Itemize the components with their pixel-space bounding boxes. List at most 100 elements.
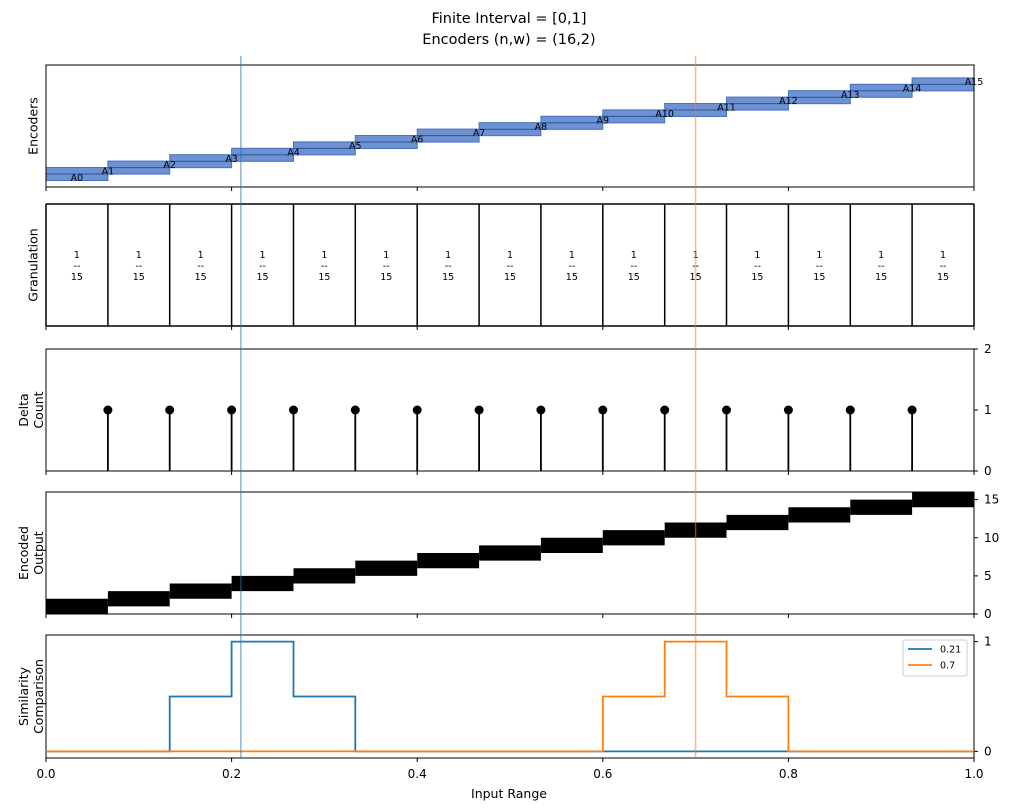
- x-tick-label: 1.0: [964, 767, 983, 781]
- x-tick-label: 0.6: [593, 767, 612, 781]
- delta-marker: [598, 405, 608, 415]
- similarity-legend: 0.21 0.7: [902, 639, 968, 677]
- granulation-denominator: 15: [318, 272, 330, 283]
- similarity-line-0-21: [46, 640, 974, 753]
- similarity-y-tick-label: 1: [984, 635, 992, 649]
- granulation-numerator: 1: [321, 250, 327, 261]
- granulation-fraction-bar: --: [816, 261, 823, 272]
- granulation-fraction-bar: --: [445, 261, 452, 272]
- encoded-output-block: [355, 560, 418, 576]
- granulation-denominator: 15: [875, 272, 887, 283]
- plot-panels: A0A1A2A3A4A5A6A7A8A9A10A11A12A13A14A15En…: [16, 56, 999, 781]
- granulation-denominator: 15: [71, 272, 83, 283]
- encoded-output-block: [912, 492, 974, 508]
- encoder-label: A2: [163, 160, 176, 171]
- granulation-numerator: 1: [74, 250, 80, 261]
- granulation-numerator: 1: [569, 250, 575, 261]
- granulation-y-label: Granulation: [26, 228, 41, 301]
- granulation-numerator: 1: [507, 250, 513, 261]
- encoded-output-y-tick-label: 15: [984, 493, 999, 507]
- granulation-denominator: 15: [751, 272, 763, 283]
- similarity-y-tick-label: 0: [984, 744, 992, 758]
- delta-marker: [783, 405, 793, 415]
- encoder-label: A13: [841, 90, 860, 101]
- encoded-output-block: [46, 598, 108, 614]
- encoded-output-block: [231, 575, 294, 592]
- delta-marker: [350, 405, 360, 415]
- delta-count-y-tick-label: 1: [984, 403, 992, 417]
- granulation-fraction-bar: --: [940, 261, 947, 272]
- x-tick-label: 0.2: [222, 767, 241, 781]
- granulation-numerator: 1: [383, 250, 389, 261]
- granulation-fraction-bar: --: [630, 261, 637, 272]
- granulation-fraction-bar: --: [135, 261, 142, 272]
- delta-marker: [474, 405, 484, 415]
- granulation-numerator: 1: [260, 250, 266, 261]
- similarity-y-label: Similarity: [16, 666, 31, 726]
- granulation-denominator: 15: [133, 272, 145, 283]
- granulation-fraction-bar: --: [507, 261, 514, 272]
- granulation-denominator: 15: [937, 272, 949, 283]
- delta-marker: [288, 405, 298, 415]
- encoded-output-y-label: Encoded: [16, 526, 31, 580]
- delta-count-y-tick-label: 0: [984, 464, 992, 478]
- similarity-panel-frame: [45, 634, 975, 759]
- granulation-fraction-bar: --: [321, 261, 328, 272]
- granulation-denominator: 15: [380, 272, 392, 283]
- encoded-output-block: [107, 591, 170, 607]
- delta-marker: [722, 405, 732, 415]
- granulation-fraction-bar: --: [74, 261, 81, 272]
- delta-marker: [845, 405, 855, 415]
- delta-marker: [412, 405, 422, 415]
- encoders-y-label: Encoders: [26, 97, 41, 155]
- encoded-output-panel-frame: [45, 491, 975, 615]
- granulation-denominator: 15: [813, 272, 825, 283]
- granulation-numerator: 1: [631, 250, 637, 261]
- chart-title-line2: Encoders (n,w) = (16,2): [422, 32, 595, 48]
- encoder-label: A9: [597, 115, 610, 126]
- encoded-output-block: [417, 553, 480, 569]
- encoded-output-block: [540, 537, 603, 553]
- delta-count-panel-frame: [45, 348, 975, 472]
- granulation-numerator: 1: [878, 250, 884, 261]
- x-tick-label: 0.0: [36, 767, 55, 781]
- encoder-label: A3: [225, 154, 238, 165]
- similarity-y-label: Comparison: [31, 659, 46, 734]
- x-tick-label: 0.8: [779, 767, 798, 781]
- granulation-fraction-bar: --: [383, 261, 390, 272]
- granulation-numerator: 1: [445, 250, 451, 261]
- encoded-output-block: [726, 514, 789, 531]
- encoder-label: A11: [717, 103, 736, 114]
- granulation-denominator: 15: [628, 272, 640, 283]
- granulation-numerator: 1: [198, 250, 204, 261]
- legend-label: 0.7: [940, 661, 955, 672]
- granulation-numerator: 1: [816, 250, 822, 261]
- encoder-label: A6: [411, 135, 424, 146]
- granulation-denominator: 15: [257, 272, 269, 283]
- encoder-label: A14: [903, 83, 922, 94]
- granulation-fraction-bar: --: [754, 261, 761, 272]
- encoder-label: A8: [535, 122, 548, 133]
- delta-count-y-label: Delta: [16, 393, 31, 426]
- delta-count-y-tick-label: 2: [984, 342, 992, 356]
- granulation-fraction-bar: --: [259, 261, 266, 272]
- delta-marker: [165, 405, 175, 415]
- encoded-output-block: [602, 530, 665, 546]
- delta-marker: [227, 405, 237, 415]
- x-tick-label: 0.4: [408, 767, 427, 781]
- encoded-output-y-tick-label: 0: [984, 607, 992, 621]
- encoder-label: A5: [349, 141, 362, 152]
- delta-marker: [536, 405, 546, 415]
- encoded-output-block: [169, 583, 232, 599]
- encoder-label: A4: [287, 147, 300, 158]
- encoder-label: A7: [473, 128, 486, 139]
- encoders-panel-frame: [45, 64, 975, 188]
- granulation-denominator: 15: [195, 272, 207, 283]
- encoded-output-block: [850, 499, 913, 515]
- encoded-output-block: [293, 568, 356, 584]
- delta-count-y-label: Count: [31, 391, 46, 428]
- delta-marker: [907, 405, 917, 415]
- granulation-numerator: 1: [940, 250, 946, 261]
- encoder-label: A1: [102, 167, 115, 178]
